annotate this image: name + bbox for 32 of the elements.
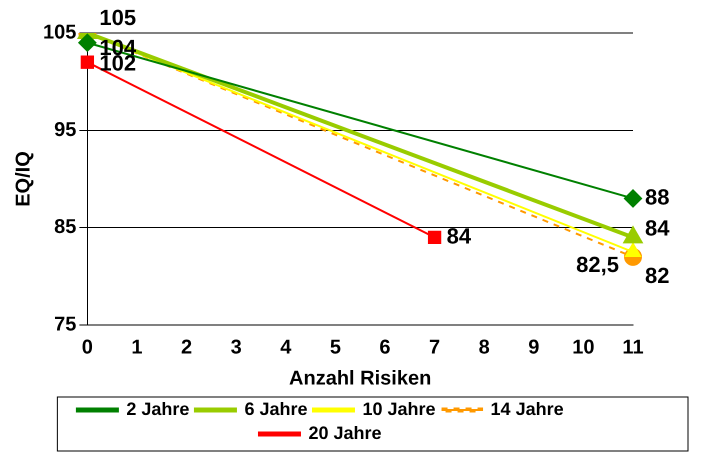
point bbox=[80, 56, 94, 69]
point bbox=[428, 230, 442, 244]
x-tick-label: 4 bbox=[280, 336, 292, 359]
x-tick-label: 11 bbox=[622, 336, 644, 359]
x-tick-label: 10 bbox=[572, 336, 595, 359]
x-tick-label: 9 bbox=[528, 336, 540, 359]
x-tick-label: 0 bbox=[82, 336, 93, 359]
y-axis-title: EQ/IQ bbox=[12, 151, 35, 207]
legend-label: 10 Jahre bbox=[362, 398, 436, 419]
data-label: 105 bbox=[99, 5, 136, 30]
legend-label: 2 Jahre bbox=[126, 398, 190, 419]
data-label: 88 bbox=[645, 184, 670, 210]
y-tick-label: 75 bbox=[54, 314, 76, 336]
legend-label: 14 Jahre bbox=[490, 398, 564, 419]
x-tick-label: 6 bbox=[379, 336, 391, 359]
legend-label: 6 Jahre bbox=[244, 398, 308, 419]
y-tick-label: 85 bbox=[54, 216, 76, 238]
data-label: 82 bbox=[645, 262, 670, 288]
y-tick-label: 95 bbox=[54, 118, 76, 141]
point bbox=[624, 189, 642, 208]
x-tick-label: 8 bbox=[478, 336, 490, 359]
x-tick-label: 3 bbox=[230, 336, 242, 359]
x-tick-label: 1 bbox=[131, 336, 143, 359]
x-tick-label: 2 bbox=[181, 336, 192, 359]
x-tick-label: 5 bbox=[330, 336, 341, 359]
x-tick-label: 7 bbox=[429, 336, 440, 359]
data-label: 82,5 bbox=[576, 252, 619, 278]
legend-label: 20 Jahre bbox=[308, 422, 382, 443]
x-axis-title: Anzahl Risiken bbox=[289, 368, 432, 390]
data-label: 84 bbox=[645, 215, 670, 240]
y-tick-label: 105 bbox=[42, 22, 76, 44]
data-label: 84 bbox=[446, 223, 472, 248]
